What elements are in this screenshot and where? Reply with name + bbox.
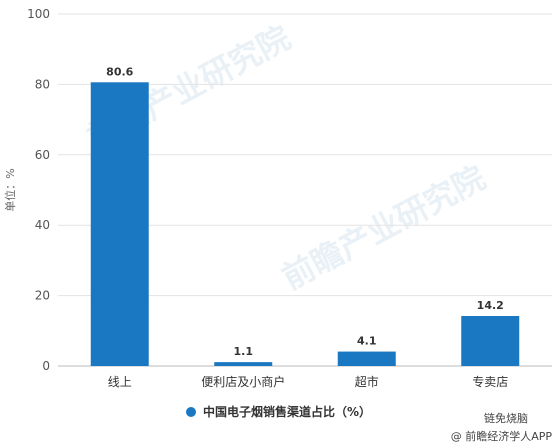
category-label: 超市 (355, 374, 379, 389)
category-label: 线上 (108, 375, 132, 389)
y-tick-label: 40 (35, 218, 50, 232)
data-labels: 80.6 1.1 4.1 14.2 (106, 65, 504, 358)
category-labels: 线上 便利店及小商户 超市 专卖店 (108, 374, 509, 389)
y-axis-ticks: 0 20 40 60 80 100 (27, 7, 50, 373)
data-label: 1.1 (234, 345, 254, 358)
data-label: 14.2 (477, 299, 504, 312)
bar[interactable] (214, 362, 273, 366)
legend[interactable]: 中国电子烟销售渠道占比（%） (186, 404, 371, 419)
legend-label: 中国电子烟销售渠道占比（%） (203, 404, 371, 419)
bar[interactable] (461, 316, 520, 366)
y-tick-label: 60 (35, 148, 50, 162)
y-tick-label: 20 (35, 289, 50, 303)
wechat-tag: 链免烧脑 (484, 412, 528, 425)
app-credit: @ 前瞻经济学人APP (450, 430, 552, 443)
category-label: 便利店及小商户 (201, 374, 285, 389)
category-label: 专卖店 (472, 374, 508, 389)
bars (90, 82, 520, 367)
y-tick-label: 0 (42, 359, 50, 373)
bar[interactable] (337, 351, 396, 366)
y-tick-label: 80 (35, 77, 50, 91)
y-axis-label: 单位：% (3, 168, 17, 211)
watermark-text: 前瞻产业研究院 (276, 158, 492, 297)
data-label: 80.6 (106, 65, 133, 78)
data-label: 4.1 (357, 335, 377, 348)
legend-marker (186, 407, 196, 417)
y-tick-label: 100 (27, 7, 50, 21)
bar[interactable] (90, 82, 149, 367)
